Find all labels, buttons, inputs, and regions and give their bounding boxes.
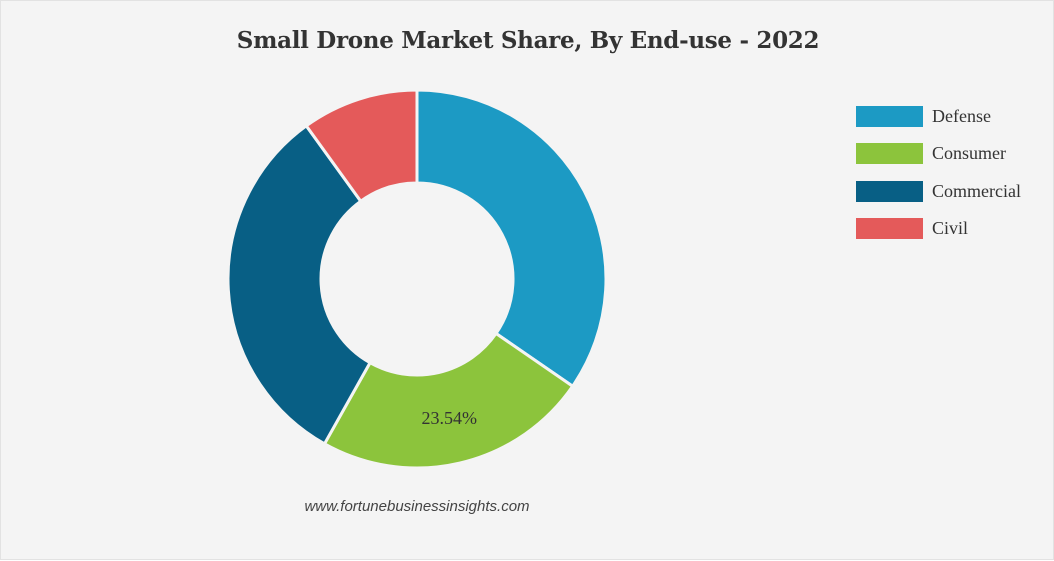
legend-label-defense: Defense: [932, 105, 991, 126]
legend-swatch-defense: [856, 105, 923, 127]
legend-label-consumer: Consumer: [932, 143, 1006, 163]
donut-slice-defense[interactable]: [415, 88, 608, 388]
legend-item-defense[interactable]: Defense: [856, 103, 1051, 129]
legend-item-consumer[interactable]: Consumer: [856, 141, 1051, 167]
donut-slice-consumer[interactable]: [322, 331, 575, 470]
legend-label-civil: Civil: [932, 218, 969, 238]
legend-swatch-civil: [856, 218, 923, 239]
chart-legend: Defense Consumer Commercial Civil: [856, 103, 1051, 253]
chart-title: Small Drone Market Share, By End-use - 2…: [236, 27, 820, 54]
donut-slice-commercial[interactable]: [226, 124, 372, 446]
legend-label-commercial: Commercial: [932, 180, 1021, 201]
legend-item-civil[interactable]: Civil: [856, 216, 1051, 242]
slice-label-consumer: 23.54%: [421, 408, 477, 428]
source-watermark: www.fortunebusinessinsights.com: [304, 498, 530, 515]
legend-swatch-consumer: [856, 143, 923, 164]
donut-slice-civil[interactable]: [304, 88, 419, 203]
legend-swatch-commercial: [856, 180, 923, 202]
legend-item-commercial[interactable]: Commercial: [856, 178, 1051, 204]
